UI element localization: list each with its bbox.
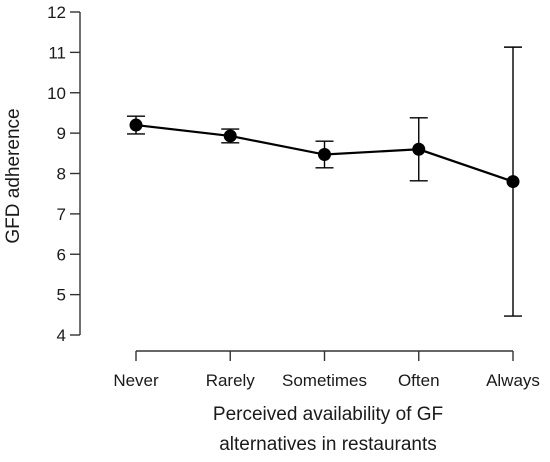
y-tick-label: 9 [57,124,66,143]
x-tick-label: Often [398,371,440,390]
y-tick-label: 11 [48,43,66,62]
x-axis-title-line-1: Perceived availability of GF [213,404,443,425]
data-point [318,148,331,162]
y-tick-label: 5 [57,286,66,305]
y-tick-label: 8 [57,165,66,184]
y-tick-label: 7 [57,205,66,224]
y-tick-label: 10 [47,84,66,103]
y-axis-title: GFD adherence [3,108,24,243]
y-axis: 4 5 6 7 8 9 10 11 12 [47,3,81,345]
x-tick-label: Always [486,371,540,390]
data-point [223,129,237,143]
x-axis: Never Rarely Sometimes Often Always [113,350,540,390]
data-point [412,142,426,156]
plot-area [127,46,522,317]
x-tick-label: Rarely [206,371,256,390]
x-tick-label: Never [113,371,159,390]
y-tick-label: 4 [57,326,66,345]
data-point [506,175,520,189]
x-tick-label: Sometimes [282,371,367,390]
data-point [129,118,143,132]
x-axis-title-line-2: alternatives in restaurants [219,434,437,455]
y-tick-label: 12 [47,3,66,22]
y-tick-label: 6 [57,245,66,264]
